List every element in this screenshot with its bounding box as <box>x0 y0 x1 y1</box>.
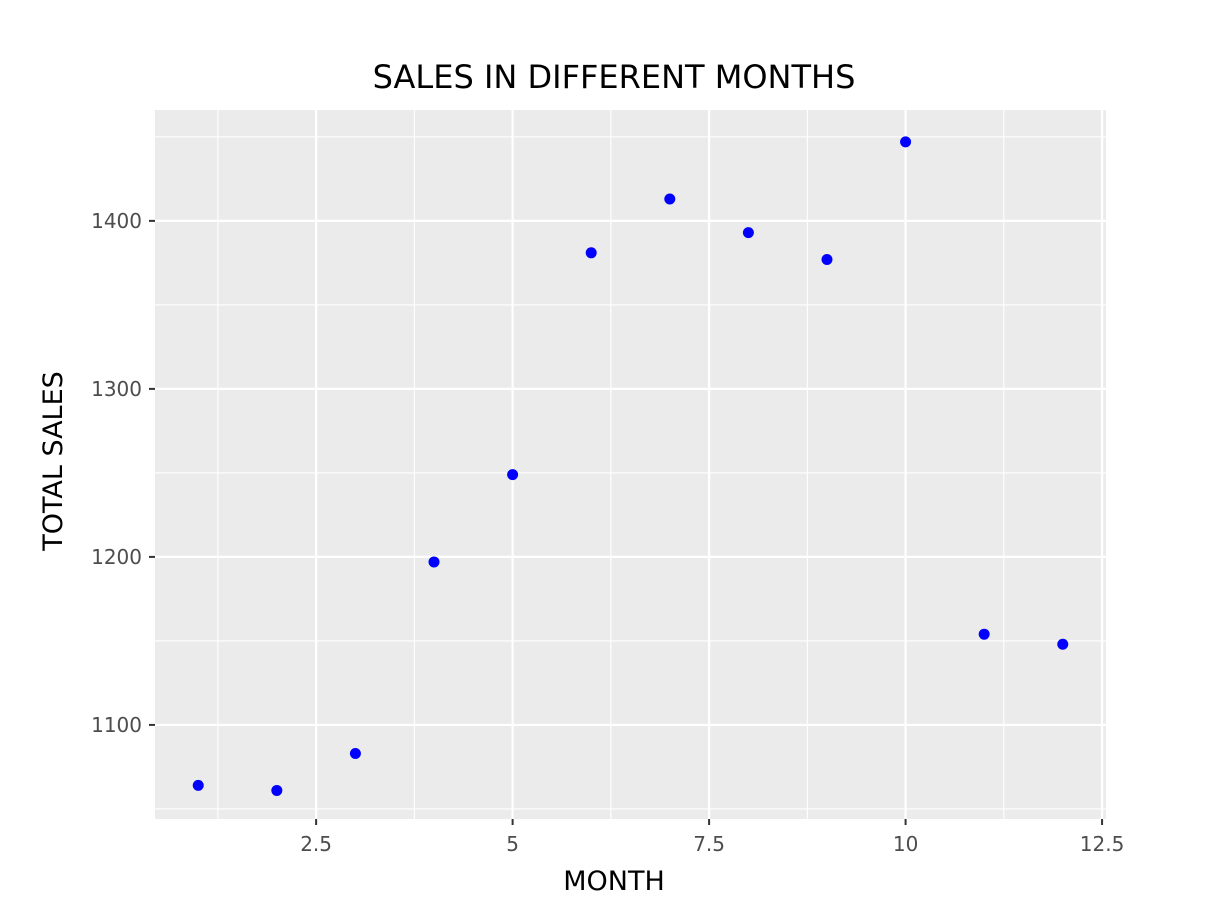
plot-panel <box>155 110 1106 819</box>
data-point <box>271 784 283 796</box>
data-point <box>349 747 361 759</box>
x-tick-label: 7.5 <box>693 832 725 856</box>
y-tick-label: 1300 <box>91 377 142 401</box>
y-tick-label: 1200 <box>91 545 142 569</box>
data-point <box>192 779 204 791</box>
minor-gridlines <box>155 110 1106 819</box>
data-point <box>428 556 440 568</box>
x-axis-title: MONTH <box>563 866 665 897</box>
x-axis-ticks: 2.5 5 7.5 10 12.5 <box>300 819 1124 856</box>
data-point <box>821 254 833 266</box>
major-gridlines <box>155 110 1106 819</box>
y-axis-ticks: 1100 1200 1300 1400 <box>91 209 155 737</box>
data-point <box>1057 638 1069 650</box>
x-tick-label: 12.5 <box>1080 832 1125 856</box>
x-tick-label: 5 <box>506 832 519 856</box>
data-point <box>585 247 597 259</box>
data-point <box>978 628 990 640</box>
chart-title: SALES IN DIFFERENT MONTHS <box>373 58 856 96</box>
data-points <box>192 136 1069 796</box>
data-point <box>664 193 676 205</box>
data-point <box>507 469 519 481</box>
x-tick-label: 10 <box>893 832 918 856</box>
x-tick-label: 2.5 <box>300 832 332 856</box>
y-axis-title: TOTAL SALES <box>38 371 69 552</box>
y-tick-label: 1100 <box>91 713 142 737</box>
data-point <box>900 136 912 148</box>
y-tick-label: 1400 <box>91 209 142 233</box>
data-point <box>742 227 754 239</box>
